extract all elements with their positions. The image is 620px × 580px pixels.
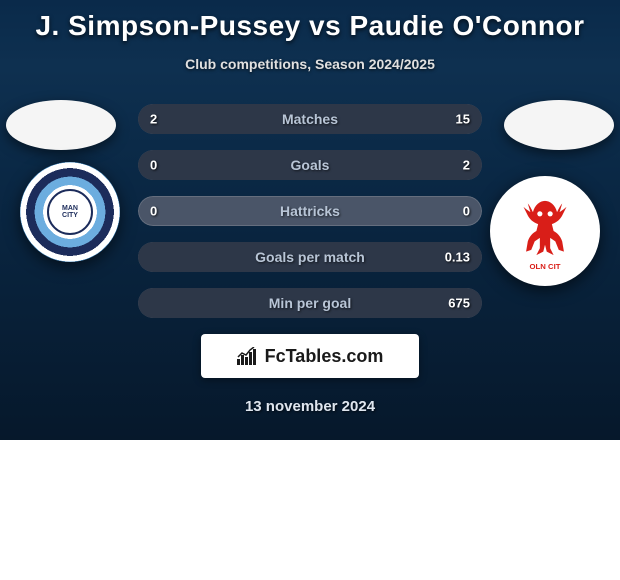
brand-text: FcTables.com	[265, 346, 384, 367]
avatar-right	[504, 100, 614, 150]
stat-value-right: 0.13	[445, 250, 470, 265]
stat-value-left: 0	[150, 158, 157, 173]
stat-label: Hattricks	[280, 203, 340, 219]
brand-chart-icon	[237, 347, 259, 365]
stat-row: 2 Matches 15	[138, 104, 482, 134]
page-title: J. Simpson-Pussey vs Paudie O'Connor	[0, 0, 620, 42]
stat-row: 0 Hattricks 0	[138, 196, 482, 226]
bottom-whitespace	[0, 440, 620, 580]
top-section: J. Simpson-Pussey vs Paudie O'Connor Clu…	[0, 0, 620, 440]
stat-value-right: 0	[463, 204, 470, 219]
stat-row: Min per goal 675	[138, 288, 482, 318]
stat-label: Goals per match	[255, 249, 365, 265]
stat-value-left: 2	[150, 112, 157, 127]
stat-bar-left	[138, 104, 179, 134]
svg-text:OLN CIT: OLN CIT	[530, 262, 561, 271]
stat-row: Goals per match 0.13	[138, 242, 482, 272]
stat-value-right: 2	[463, 158, 470, 173]
club-badge-left-label: MANCITY	[47, 189, 93, 235]
lincoln-imp-icon: OLN CIT	[502, 188, 588, 274]
subtitle: Club competitions, Season 2024/2025	[0, 56, 620, 72]
comparison-card: J. Simpson-Pussey vs Paudie O'Connor Clu…	[0, 0, 620, 580]
stat-value-right: 15	[456, 112, 470, 127]
stats-area: MANCITY OLN CIT 2 Matches 15 0 Goals 2 0 Hattri…	[0, 104, 620, 318]
club-badge-right: OLN CIT	[490, 176, 600, 286]
stat-label: Matches	[282, 111, 338, 127]
brand-box: FcTables.com	[201, 334, 419, 378]
date-line: 13 november 2024	[0, 398, 620, 415]
stat-label: Goals	[291, 157, 330, 173]
stat-label: Min per goal	[269, 295, 351, 311]
avatar-left	[6, 100, 116, 150]
stat-value-left: 0	[150, 204, 157, 219]
stat-row: 0 Goals 2	[138, 150, 482, 180]
stat-value-right: 675	[448, 296, 470, 311]
club-badge-left: MANCITY	[20, 162, 120, 262]
stat-rows: 2 Matches 15 0 Goals 2 0 Hattricks 0 Goals per ma…	[138, 104, 482, 318]
